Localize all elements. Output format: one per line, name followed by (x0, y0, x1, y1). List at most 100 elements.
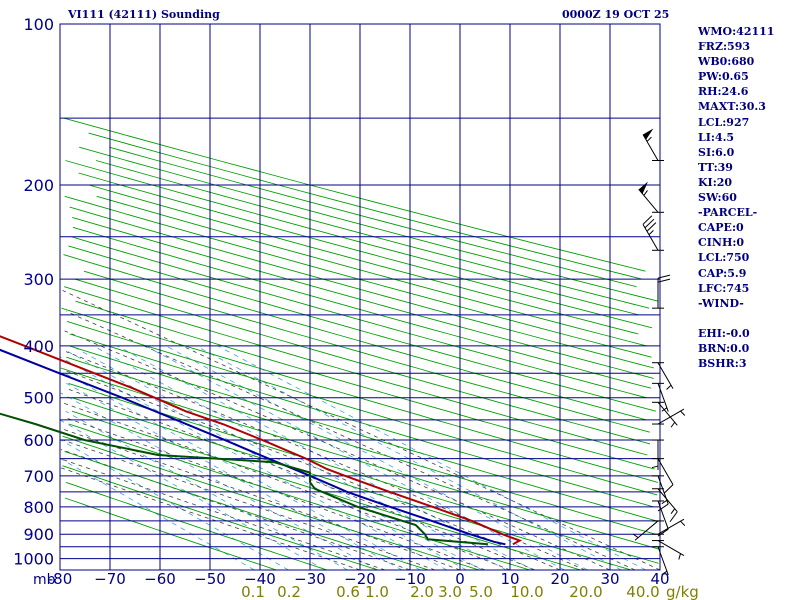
parcel-trace-line (0, 348, 506, 546)
temperature-tick-label: 0 (455, 570, 465, 588)
pressure-tick-label: 900 (23, 525, 54, 544)
temperature-tick-label: 30 (600, 570, 619, 588)
wind-barb (632, 520, 659, 541)
pressure-tick-label: 700 (23, 467, 54, 486)
wind-barb-staff (642, 224, 659, 251)
mixing-ratio-line (93, 345, 507, 571)
mixing-ratio-line (165, 345, 588, 571)
dry-adiabat-line (64, 497, 277, 571)
temperature-tick-label: 20 (550, 570, 569, 588)
dry-adiabat-line (63, 117, 646, 272)
temperature-tick-label: −70 (94, 570, 126, 588)
index-value: -WIND- (698, 296, 744, 310)
pressure-tick-label: 1000 (13, 550, 54, 569)
mixing-ratio-line (66, 383, 403, 571)
wind-barb-half (670, 508, 676, 514)
wind-barb (642, 215, 659, 251)
wind-barb-half (680, 520, 686, 526)
wind-barb-half (651, 465, 659, 469)
dry-adiabat-line (68, 382, 659, 564)
moist-adiabat-line (60, 449, 411, 571)
wind-barb-staff (657, 408, 685, 425)
dry-adiabat-line (74, 278, 651, 445)
wind-barb (651, 440, 659, 471)
pressure-tick-label: 100 (23, 15, 54, 34)
wind-barb (657, 546, 669, 576)
wind-barb-staff (638, 188, 659, 213)
index-value: LCL:927 (698, 115, 750, 129)
wind-barb-half (680, 410, 686, 416)
temperature-tick-label: 10 (500, 570, 519, 588)
mixing-ratio-line (60, 439, 289, 571)
wind-barb-staff (657, 546, 669, 576)
mixing-ratio-label: 20.0 (569, 583, 602, 600)
mixing-ratio-line (145, 345, 565, 571)
wind-barb-staff (657, 500, 669, 530)
index-value: WMO:42111 (698, 25, 775, 38)
index-value: PW:0.65 (698, 70, 749, 84)
dry-adiabat-line (65, 160, 639, 316)
wind-barb-full (657, 503, 669, 512)
wind-barb-half (632, 533, 639, 539)
pressure-tick-label: 600 (23, 431, 54, 450)
wind-barb-full (663, 484, 674, 494)
index-value: LFC:745 (698, 281, 750, 295)
temperature-tick-label: −40 (244, 570, 276, 588)
wind-barb-half (678, 553, 681, 560)
temperature-tick-label: −50 (194, 570, 226, 588)
wind-barb-staff (657, 362, 674, 389)
mixing-ratio-label: 0.2 (277, 583, 301, 600)
mixing-ratio-line (67, 351, 467, 571)
wind-barb-staff (657, 458, 674, 485)
pressure-tick-label: 800 (23, 498, 54, 517)
moist-adiabat-line (60, 401, 511, 571)
dry-adiabat-line (75, 300, 655, 470)
temperature-tick-label: −20 (344, 570, 376, 588)
temperature-tick-label: −10 (394, 570, 426, 588)
dry-adiabat-line (72, 226, 652, 389)
wind-barb (657, 408, 686, 425)
dry-adiabat-line (78, 172, 653, 329)
wind-barb-staff (657, 383, 669, 412)
mixing-ratio-label: 10.0 (510, 583, 543, 600)
mixing-ratio-line (65, 410, 348, 571)
moist-adiabat-line (65, 351, 586, 571)
pressure-tick-label: 200 (23, 176, 54, 195)
mixing-ratio-line (71, 345, 483, 571)
pressure-tick-label: 300 (23, 270, 54, 289)
mixing-ratio-label: 5.0 (469, 583, 493, 600)
dry-adiabat-line (72, 216, 654, 379)
wind-barb-staff (657, 488, 678, 513)
wind-barb-full (657, 278, 671, 283)
index-value: CAPE:0 (698, 221, 744, 235)
index-value: WB0:680 (698, 55, 755, 69)
wind-barb-pennant (643, 128, 654, 140)
wind-barb-staff (657, 540, 685, 557)
dry-adiabat-line (69, 345, 657, 522)
dry-adiabat-line (96, 195, 647, 347)
dry-adiabat-line (63, 254, 647, 421)
dry-adiabat-line (66, 320, 658, 496)
wind-barb (657, 274, 671, 309)
index-value: EHI:-0.0 (698, 326, 750, 340)
temperature-tick-label: −60 (144, 570, 176, 588)
index-value: FRZ:593 (698, 40, 751, 54)
dry-adiabat-line (71, 410, 581, 571)
mixing-ratio-label: 1.0 (365, 583, 389, 600)
dry-adiabat-line (71, 397, 632, 571)
mixing-ratio-label: 0.1 (241, 583, 265, 600)
pressure-tick-label: 500 (23, 389, 54, 408)
dry-adiabat-line (95, 160, 650, 309)
index-value: LI:4.5 (698, 130, 735, 144)
index-value: SW:60 (698, 191, 737, 205)
mixing-ratio-line (60, 458, 255, 571)
wind-barb (657, 401, 678, 428)
index-value: MAXT:30.3 (698, 100, 766, 114)
wind-barb (642, 128, 659, 161)
dry-adiabat-line (65, 481, 328, 571)
mixing-ratio-line (217, 345, 646, 571)
wind-barb (657, 458, 674, 494)
index-value: LCL:750 (698, 251, 750, 265)
wind-barb-half (661, 570, 668, 576)
wind-barb-staff (657, 518, 685, 535)
